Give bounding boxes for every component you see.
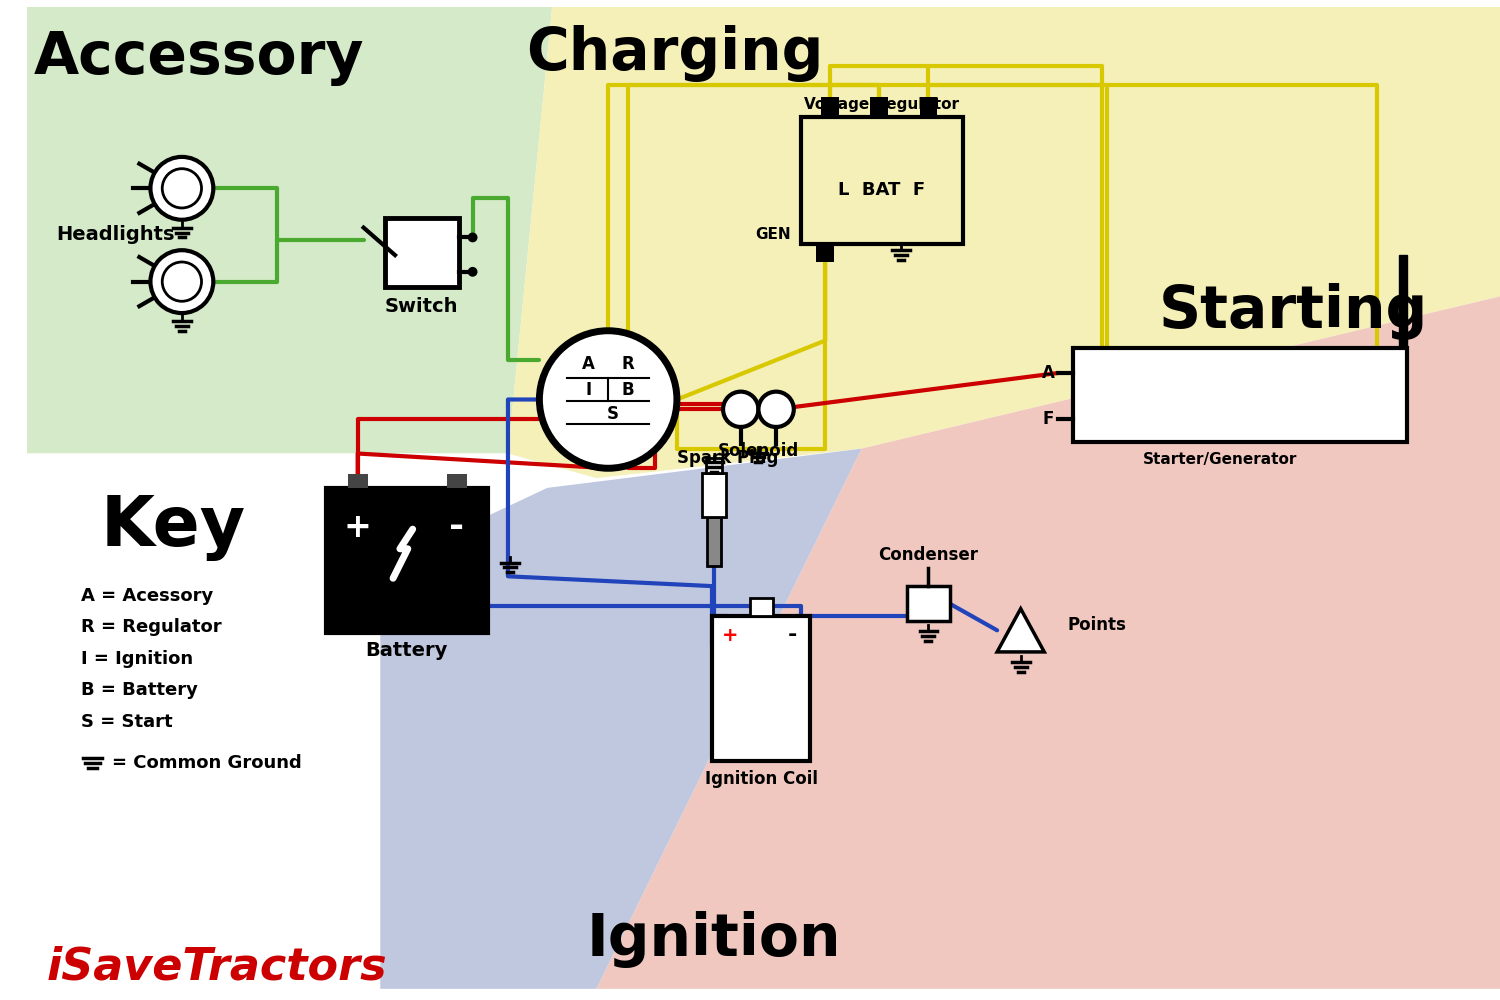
Bar (702, 473, 726, 517)
Text: -: - (788, 625, 798, 645)
Polygon shape (27, 7, 552, 454)
Text: Headlights: Headlights (56, 225, 174, 244)
Text: Condenser: Condenser (879, 546, 978, 564)
Text: Switch: Switch (386, 297, 459, 316)
Bar (348, 474, 368, 488)
Text: S = Start: S = Start (81, 713, 172, 731)
Bar (327, 488, 489, 633)
Text: L  BAT  F: L BAT F (837, 181, 926, 199)
Text: B: B (621, 381, 634, 399)
Circle shape (468, 233, 477, 242)
Polygon shape (998, 609, 1044, 652)
Text: A = Acessory: A = Acessory (81, 587, 213, 605)
Bar (801, 117, 963, 244)
Text: I: I (585, 381, 591, 399)
Bar (920, 97, 938, 117)
Text: R: R (621, 355, 634, 373)
Text: S: S (608, 405, 619, 423)
Text: Spark Plug: Spark Plug (676, 449, 778, 467)
Text: Ignition: Ignition (586, 911, 842, 968)
Text: B = Battery: B = Battery (81, 681, 198, 699)
Circle shape (540, 331, 676, 468)
Text: Battery: Battery (366, 641, 448, 660)
Bar (1072, 348, 1407, 442)
Bar (1400, 255, 1407, 348)
Polygon shape (597, 296, 1500, 989)
Text: Accessory: Accessory (33, 29, 364, 86)
Text: Voltage Regulator: Voltage Regulator (804, 97, 958, 112)
Bar (386, 218, 459, 287)
Polygon shape (27, 454, 548, 989)
Bar (906, 586, 950, 621)
Text: A: A (1041, 364, 1054, 382)
Text: -: - (450, 510, 465, 544)
Bar (706, 458, 722, 473)
Text: Starter/Generator: Starter/Generator (1143, 452, 1298, 467)
Bar (816, 244, 834, 262)
Bar (822, 97, 839, 117)
Polygon shape (509, 7, 1500, 478)
Text: F: F (1042, 410, 1054, 428)
Text: Ignition Coil: Ignition Coil (705, 770, 818, 788)
Bar (870, 97, 888, 117)
Text: Starting: Starting (1160, 283, 1428, 340)
Text: Points: Points (1068, 616, 1126, 634)
Text: Solenoid: Solenoid (718, 442, 800, 460)
Bar (712, 616, 810, 761)
Text: +: + (722, 626, 738, 645)
Text: = Common Ground: = Common Ground (112, 754, 302, 772)
Text: A: A (582, 355, 596, 373)
Text: iSaveTractors: iSaveTractors (46, 946, 387, 989)
Circle shape (759, 392, 794, 427)
Text: +: + (344, 511, 372, 544)
Text: R = Regulator: R = Regulator (81, 618, 222, 636)
Text: Key: Key (100, 494, 246, 561)
Text: GEN: GEN (754, 227, 790, 242)
Circle shape (468, 267, 477, 277)
Bar (708, 517, 722, 566)
Circle shape (150, 250, 213, 313)
Circle shape (723, 392, 759, 427)
Text: I = Ignition: I = Ignition (81, 650, 194, 668)
Polygon shape (381, 449, 861, 989)
Bar (447, 474, 466, 488)
Circle shape (150, 157, 213, 220)
Bar (750, 598, 772, 616)
Text: Charging: Charging (526, 25, 824, 82)
